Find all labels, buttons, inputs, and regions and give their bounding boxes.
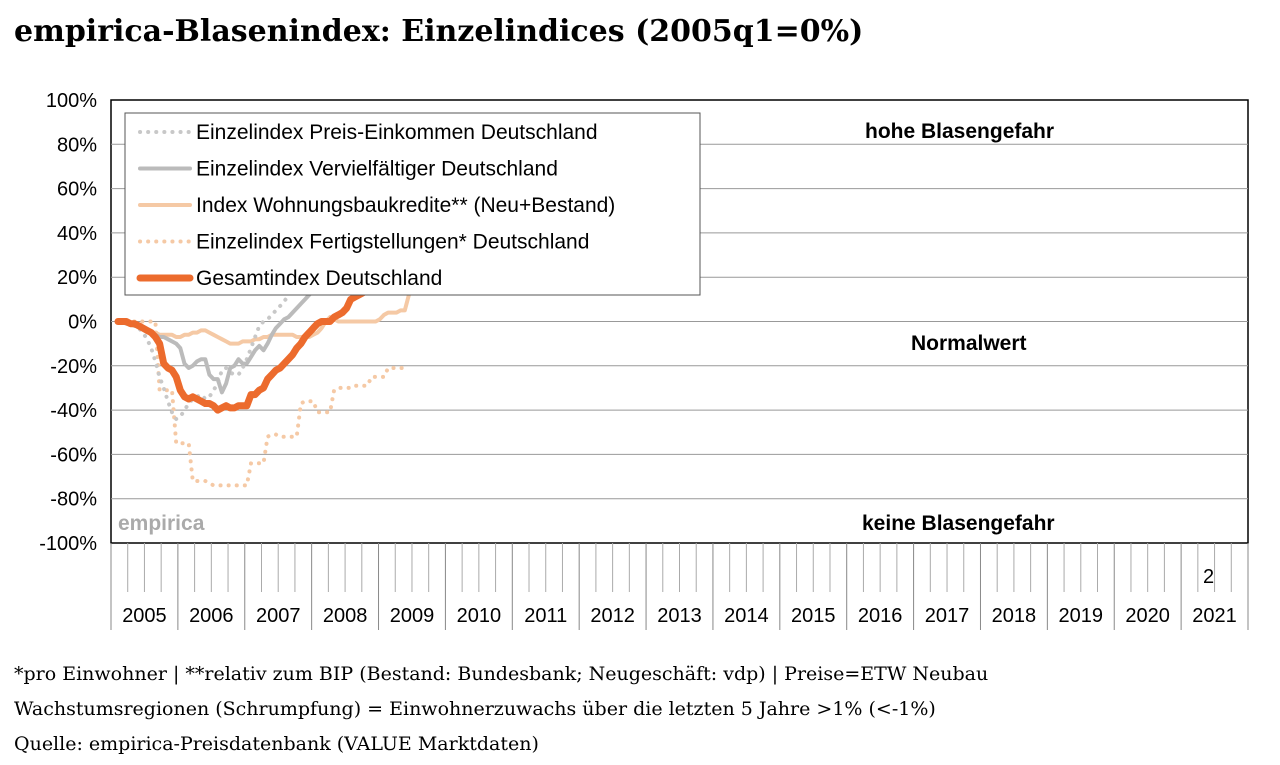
footnote-2: Wachstumsregionen (Schrumpfung) = Einwoh… bbox=[14, 698, 936, 720]
x-tick-label: 2020 bbox=[1125, 605, 1170, 627]
legend-label-2: Index Wohnungsbaukredite** (Neu+Bestand) bbox=[196, 194, 615, 217]
x-tick-label: 2015 bbox=[791, 605, 836, 627]
x-tick-label: 2018 bbox=[992, 605, 1037, 627]
x-tick-label: 2007 bbox=[256, 605, 301, 627]
y-tick-label: -80% bbox=[50, 489, 97, 511]
x-tick-label: 2016 bbox=[858, 605, 903, 627]
x-tick-label: 2009 bbox=[390, 605, 435, 627]
y-tick-label: 80% bbox=[57, 134, 97, 156]
legend: Einzelindex Preis-Einkommen Deutschland E… bbox=[124, 112, 701, 296]
series-line-2 bbox=[116, 253, 436, 346]
legend-label-4: Gesamtindex Deutschland bbox=[196, 267, 442, 290]
y-axis-ticks: 100% 80% 60% 40% 20% 0% -20% -40% -60% -80% -100% bbox=[39, 90, 97, 555]
y-tick-label: -20% bbox=[50, 356, 97, 378]
series-line-3 bbox=[116, 319, 407, 488]
x-tick-label: 2012 bbox=[590, 605, 635, 627]
x-tick-label: 2011 bbox=[524, 605, 567, 627]
annotation-none: keine Blasengefahr bbox=[862, 512, 1055, 535]
x-tick-label: 2008 bbox=[323, 605, 368, 627]
legend-label-0: Einzelindex Preis-Einkommen Deutschland bbox=[196, 121, 598, 144]
footnote-1: *pro Einwohner | **relativ zum BIP (Best… bbox=[14, 663, 989, 685]
x-tick-label: 2005 bbox=[122, 605, 167, 627]
y-tick-label: -60% bbox=[50, 444, 97, 466]
x-tick-label: 2014 bbox=[724, 605, 769, 627]
y-tick-label: 40% bbox=[57, 223, 97, 245]
y-tick-label: -40% bbox=[50, 400, 97, 422]
y-tick-label: 60% bbox=[57, 179, 97, 201]
annotation-normal: Normalwert bbox=[911, 332, 1027, 355]
y-tick-label: 20% bbox=[57, 267, 97, 289]
x-tick-label: 2010 bbox=[457, 605, 502, 627]
watermark: empirica bbox=[118, 512, 205, 535]
x-tick-label: 2021 bbox=[1192, 605, 1237, 627]
footnote-3: Quelle: empirica-Preisdatenbank (VALUE M… bbox=[14, 733, 539, 755]
page-title: empirica-Blasenindex: Einzelindices (200… bbox=[14, 14, 864, 49]
legend-box bbox=[124, 112, 701, 296]
chart: 100%80%60%40%20%0%-20%-40%-60%-80%-100% … bbox=[39, 90, 1249, 630]
y-tick-label: 100% bbox=[46, 90, 97, 112]
y-tick-label: 0% bbox=[68, 312, 97, 334]
x-axis: 2005 2006 2007 2008 2009 2010 2011 2012 2013 2014… bbox=[110, 543, 1249, 630]
legend-label-1: Einzelindex Vervielfältiger Deutschland bbox=[196, 158, 558, 181]
x-tick-label: 2006 bbox=[189, 605, 234, 627]
quarter-note: 2 bbox=[1203, 566, 1214, 588]
annotation-high: hohe Blasengefahr bbox=[865, 120, 1054, 143]
x-tick-label: 2017 bbox=[925, 605, 970, 627]
x-tick-label: 2019 bbox=[1059, 605, 1104, 627]
x-tick-label: 2013 bbox=[657, 605, 702, 627]
legend-label-3: Einzelindex Fertigstellungen* Deutschlan… bbox=[196, 231, 589, 254]
y-tick-label: -100% bbox=[39, 533, 97, 555]
